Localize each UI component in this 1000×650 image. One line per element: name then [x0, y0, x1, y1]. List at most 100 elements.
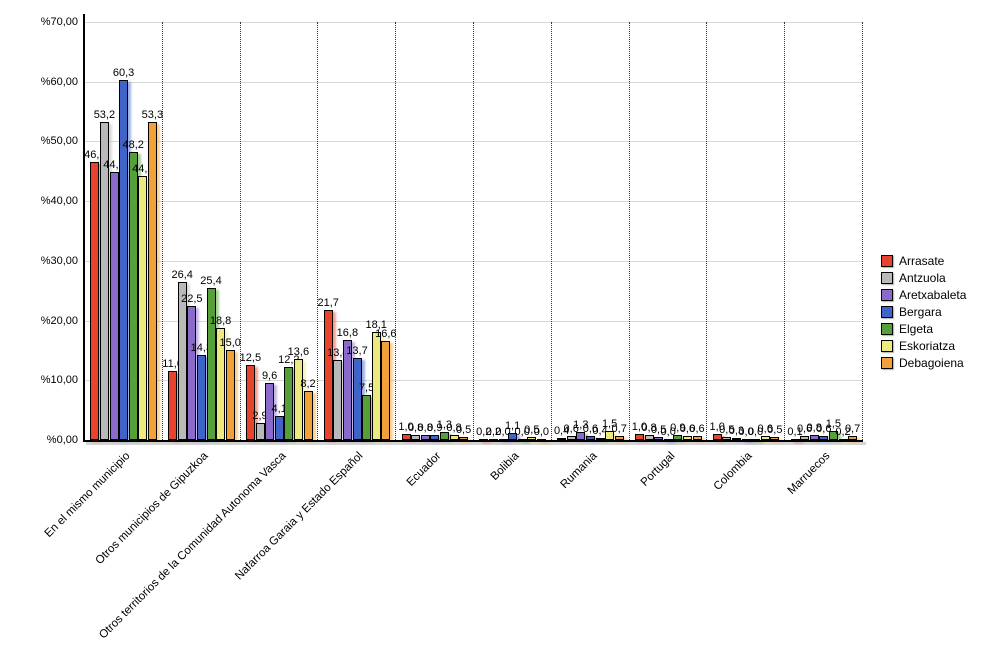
- bar-value-label: 1,3: [573, 419, 589, 432]
- bar: [557, 437, 567, 440]
- bar: [128, 152, 138, 440]
- bar: [420, 435, 430, 440]
- bar: [439, 432, 449, 440]
- bar-value-label: 0,2: [835, 425, 851, 438]
- bar-value-label: 0,2: [485, 425, 502, 438]
- y-tick-label: %60,00: [40, 75, 78, 88]
- bar-value-label: 0,6: [582, 423, 599, 436]
- bar: [187, 305, 197, 440]
- bar-value-label: 0,8: [446, 422, 462, 435]
- bar-value-label: 1,5: [825, 418, 842, 431]
- bar-value-label: 2,9: [252, 409, 268, 422]
- legend-item: Debagoiena: [881, 354, 966, 371]
- bar: [722, 437, 732, 440]
- bar: [147, 121, 157, 440]
- bar-value-label: 13,6: [287, 345, 310, 358]
- bar: [682, 436, 692, 440]
- legend-label: Elgeta: [899, 321, 934, 336]
- bar-value-label: 0,0: [495, 426, 511, 438]
- y-tick-label: %30,00: [40, 254, 78, 267]
- bar: [225, 350, 235, 440]
- bar-value-label: 22,5: [181, 292, 203, 305]
- group-separator-line: [317, 22, 319, 440]
- legend-label: Arrasate: [899, 253, 945, 268]
- bar: [352, 358, 362, 440]
- gridline: [85, 320, 863, 322]
- bar: [196, 354, 206, 440]
- bar-value-label: 0,5: [455, 424, 472, 436]
- y-tick-label: %20,00: [40, 314, 78, 327]
- bar: [265, 382, 275, 440]
- bar: [284, 367, 294, 440]
- bar-value-label: 0,4: [592, 424, 608, 437]
- legend: Arrasate Antzuola Aretxabaleta Bergara Elget…: [881, 252, 966, 371]
- bar-value-label: 0,6: [796, 423, 813, 436]
- bar-value-label: 0,8: [407, 422, 424, 435]
- bar-value-label: 0,5: [719, 424, 735, 436]
- group-separator-line: [862, 22, 863, 440]
- bar-value-label: 0,6: [757, 423, 773, 436]
- bar: [760, 436, 770, 440]
- bar-value-label: 0,5: [767, 424, 783, 436]
- bar: [168, 370, 178, 440]
- bar-value-label: 16,6: [375, 327, 397, 340]
- bar-value-label: 0,8: [806, 422, 822, 435]
- bar: [819, 436, 829, 440]
- legend-item: Arrasate: [881, 252, 966, 269]
- bar: [712, 434, 722, 440]
- bar-value-label: 13,7: [346, 345, 368, 358]
- legend-item: Eskoriatza: [881, 337, 966, 354]
- bar-value-label: 0,6: [679, 423, 696, 436]
- bar-value-label: 0,0: [514, 426, 530, 438]
- bar-value-label: 0,1: [787, 426, 803, 438]
- bar-value-label: 1,5: [601, 418, 618, 431]
- bar-value-label: 0,0: [660, 426, 676, 438]
- bar: [634, 434, 644, 440]
- y-tick-label: %0,00: [46, 434, 78, 446]
- bar: [303, 391, 313, 440]
- group-separator-line: [239, 22, 241, 440]
- bar: [430, 434, 440, 440]
- bar: [809, 435, 819, 440]
- bar-value-label: 1,0: [709, 421, 725, 434]
- bar-value-label: 18,1: [365, 318, 387, 331]
- bar-value-label: 0,6: [563, 423, 579, 436]
- legend-label: Eskoriatza: [899, 338, 956, 353]
- bar-value-label: 25,4: [200, 275, 222, 288]
- group-separator-line: [395, 22, 397, 440]
- bar: [109, 172, 119, 440]
- legend-swatch: [881, 339, 893, 352]
- legend-swatch: [881, 254, 893, 267]
- bar: [342, 339, 352, 440]
- bar: [177, 282, 187, 440]
- bar: [371, 331, 381, 440]
- x-axis-shadow: [86, 442, 866, 445]
- bar-value-label: 53,3: [141, 108, 164, 121]
- bar: [411, 435, 421, 440]
- bar-value-label: 0,8: [641, 422, 657, 435]
- bar-value-label: 0,9: [670, 421, 686, 434]
- legend-swatch: [881, 305, 893, 318]
- gridline: [85, 260, 863, 262]
- bar-value-label: 0,4: [553, 424, 570, 437]
- y-tick-label: %40,00: [40, 195, 78, 208]
- bar: [362, 395, 372, 440]
- bar: [731, 438, 741, 441]
- bar-value-label: 0,2: [476, 425, 492, 438]
- bar: [245, 365, 255, 440]
- bar: [828, 431, 838, 440]
- bar: [566, 436, 576, 440]
- bar-value-label: 60,3: [112, 66, 135, 79]
- bar-value-label: 9,6: [261, 369, 278, 382]
- bar-value-label: 0,6: [689, 423, 705, 436]
- bar: [614, 435, 624, 440]
- bar-value-label: 8,2: [300, 378, 316, 391]
- gridline: [85, 22, 863, 23]
- legend-item: Elgeta: [881, 320, 966, 337]
- y-tick-label: %70,00: [40, 16, 78, 28]
- legend-label: Aretxabaleta: [899, 287, 967, 302]
- bar: [90, 161, 100, 440]
- group-separator-line: [473, 22, 474, 440]
- bar: [449, 435, 459, 440]
